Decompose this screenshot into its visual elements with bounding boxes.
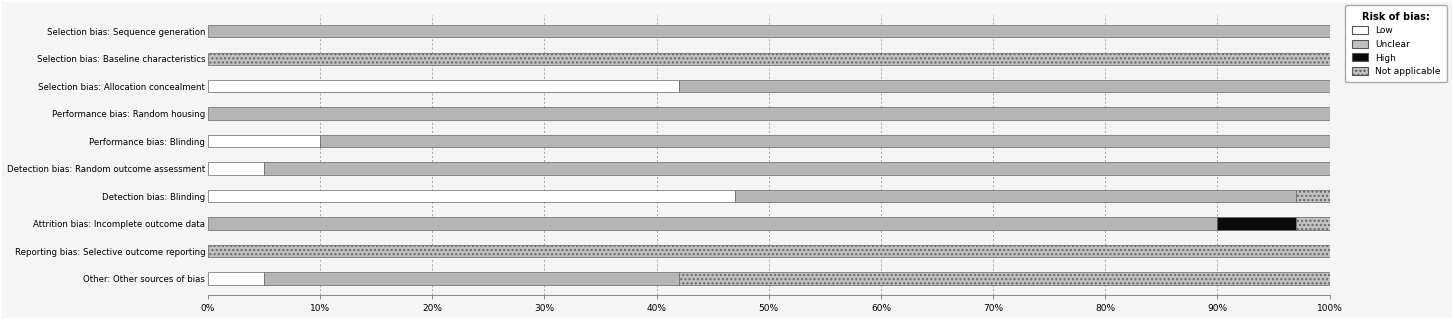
Bar	[679, 272, 1329, 285]
Bar	[208, 25, 1329, 37]
Bar	[208, 245, 1329, 257]
Bar	[1296, 217, 1329, 230]
Bar	[208, 108, 1329, 120]
Legend: Low, Unclear, High, Not applicable: Low, Unclear, High, Not applicable	[1345, 5, 1447, 83]
Bar	[320, 135, 1329, 147]
Bar	[208, 163, 265, 175]
Bar	[679, 80, 1329, 92]
Bar	[1217, 217, 1296, 230]
Bar	[208, 272, 265, 285]
Bar	[208, 217, 1217, 230]
Bar	[265, 163, 1329, 175]
Bar	[736, 190, 1296, 202]
Bar	[1296, 190, 1329, 202]
Bar	[208, 135, 320, 147]
Bar	[208, 190, 736, 202]
Bar	[265, 272, 679, 285]
Bar	[208, 80, 679, 92]
Bar	[208, 52, 1329, 65]
